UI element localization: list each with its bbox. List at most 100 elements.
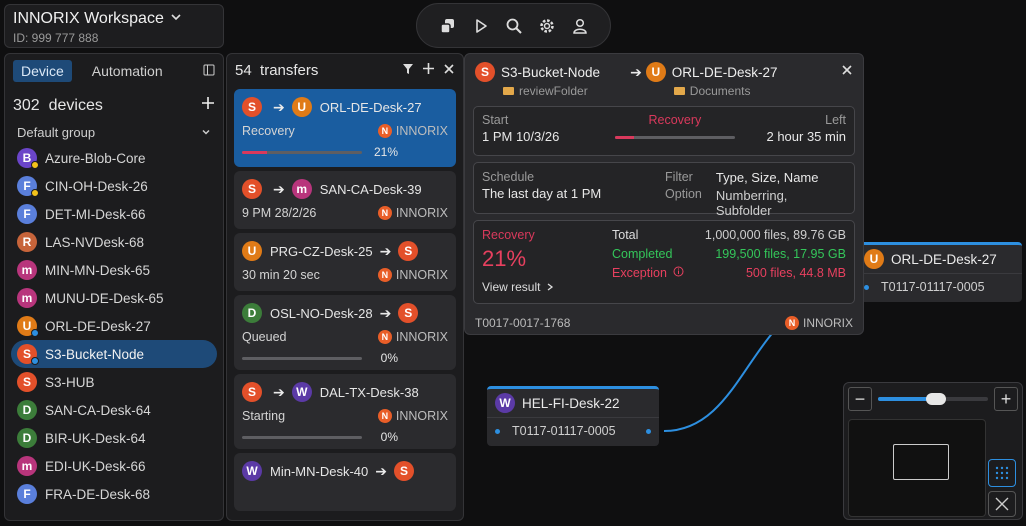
device-avatar-initial: F <box>23 207 31 221</box>
brand-tag: N INNORIX <box>377 409 448 423</box>
device-item[interactable]: F CIN-OH-Desk-26 <box>11 172 217 200</box>
device-item[interactable]: D BIR-UK-Desk-64 <box>11 424 217 452</box>
zoom-slider[interactable] <box>878 393 988 405</box>
arrow-right-icon: ➔ <box>273 98 285 115</box>
innorix-logo-icon: N <box>784 316 799 330</box>
to-name: SAN-CA-Desk-39 <box>319 181 422 197</box>
transfer-id: T0017-0017-1768 <box>475 316 571 330</box>
to-name: DAL-TX-Desk-38 <box>319 384 419 400</box>
minimap-view[interactable] <box>848 419 986 517</box>
progress-text: 0% <box>380 351 398 365</box>
node-name: ORL-DE-Desk-27 <box>891 251 997 267</box>
device-name: ORL-DE-Desk-27 <box>45 318 151 334</box>
device-avatar: m <box>17 456 37 476</box>
chevron-down-icon[interactable] <box>170 10 182 28</box>
canvas-node-orl-de-desk-27[interactable]: U ORL-DE-Desk-27 T0117-01117-0005 <box>856 242 1022 302</box>
chevron-down-icon <box>201 125 211 140</box>
transfer-status: 9 PM 28/2/26 <box>242 206 317 220</box>
device-item[interactable]: D SAN-CA-Desk-64 <box>11 396 217 424</box>
search-icon[interactable] <box>502 14 526 38</box>
device-item[interactable]: m EDI-UK-Desk-66 <box>11 452 217 480</box>
transfer-status: Starting <box>242 409 286 423</box>
info-icon[interactable] <box>673 266 684 280</box>
add-transfer-button[interactable] <box>422 62 435 79</box>
from-avatar: S <box>242 97 262 117</box>
from-name: OSL-NO-Desk-28 <box>270 305 373 321</box>
minimap-viewport[interactable] <box>893 444 949 480</box>
layers-icon[interactable] <box>436 14 460 38</box>
canvas-node-hel-fi-desk-22[interactable]: W HEL-FI-Desk-22 T0117-01117-0005 <box>487 386 659 446</box>
device-item[interactable]: m MUNU-DE-Desk-65 <box>11 284 217 312</box>
total-value: 1,000,000 files, 89.76 GB <box>704 228 846 242</box>
transfer-card[interactable]: D OSL-NO-Desk-28 ➔ S Queued N INNORIX 0% <box>234 295 456 370</box>
to-avatar: W <box>291 382 312 402</box>
zoom-out-button[interactable]: − <box>848 387 872 411</box>
device-list: B Azure-Blob-Core F CIN-OH-Desk-26 F DET-MI-D… <box>5 144 223 508</box>
to-avatar: S <box>398 303 419 323</box>
transfer-card[interactable]: U PRG-CZ-Desk-25 ➔ S 30 min 20 sec N INNOR… <box>234 233 456 291</box>
status-dot <box>31 357 39 365</box>
result-box: Recovery 21% View result Total 1,000,000… <box>473 220 855 304</box>
exception-value: 500 files, 44.8 MB <box>745 266 846 280</box>
transfer-card[interactable]: S ➔ U ORL-DE-Desk-27 Recovery N INNORIX 21… <box>234 89 456 167</box>
tab-device[interactable]: Device <box>13 60 72 82</box>
arrow-right-icon: ➔ <box>630 64 642 80</box>
device-item[interactable]: F DET-MI-Desk-66 <box>11 200 217 228</box>
output-port[interactable] <box>646 428 651 434</box>
user-icon[interactable] <box>568 14 592 38</box>
timing-box: Start 1 PM 10/3/26 Recovery Left 2 hour … <box>473 106 855 156</box>
filter-icon[interactable] <box>402 62 414 79</box>
arrow-right-icon: ➔ <box>273 180 285 197</box>
target-folder: Documents <box>689 84 751 98</box>
input-port[interactable] <box>864 284 869 290</box>
minimap: − + <box>843 382 1023 520</box>
port-id: T0117-01117-0005 <box>512 424 616 438</box>
fit-view-icon[interactable] <box>988 491 1016 517</box>
transfer-card[interactable]: W Min-MN-Desk-40 ➔ S <box>234 453 456 511</box>
device-item[interactable]: R LAS-NVDesk-68 <box>11 228 217 256</box>
add-device-button[interactable] <box>201 96 215 115</box>
from-avatar: W <box>242 461 262 481</box>
transfers-panel: 54 transfers S ➔ U ORL-DE-Desk-27 Recover… <box>226 53 464 521</box>
zoom-in-button[interactable]: + <box>994 387 1018 411</box>
device-item[interactable]: S S3-HUB <box>11 368 217 396</box>
transfers-count-label: transfers <box>260 62 319 79</box>
workspace-id: ID: 999 777 888 <box>13 31 99 45</box>
device-avatar-initial: m <box>21 459 33 473</box>
workspace-selector[interactable]: INNORIX Workspace ID: 999 777 888 <box>4 4 224 48</box>
device-sidebar: Device Automation 302 devices Default gr… <box>4 53 224 521</box>
device-item[interactable]: S S3-Bucket-Node <box>11 340 217 368</box>
left-label: Left <box>825 113 846 127</box>
zoom-slider-handle[interactable] <box>926 393 947 405</box>
group-selector[interactable]: Default group <box>5 115 223 144</box>
input-port[interactable] <box>495 428 500 434</box>
device-avatar: F <box>17 176 39 197</box>
device-item[interactable]: F FRA-DE-Desk-68 <box>11 480 217 508</box>
gear-icon[interactable] <box>535 14 559 38</box>
status-label: Recovery <box>648 113 702 127</box>
left-value: 2 hour 35 min <box>766 129 846 144</box>
device-item[interactable]: B Azure-Blob-Core <box>11 144 217 172</box>
device-name: MUNU-DE-Desk-65 <box>45 290 164 306</box>
tab-automation[interactable]: Automation <box>91 63 163 79</box>
view-result-link[interactable]: View result <box>482 280 612 294</box>
innorix-logo-icon: N <box>377 268 392 282</box>
transfer-card[interactable]: S ➔ m SAN-CA-Desk-39 9 PM 28/2/26 N INNORI… <box>234 171 456 229</box>
progress-text: 21% <box>373 145 398 159</box>
sidebar-panel-icon[interactable] <box>203 64 215 79</box>
close-icon[interactable] <box>443 62 455 79</box>
option-label: Option <box>665 187 702 201</box>
transfer-status: Queued <box>242 330 287 344</box>
to-avatar-initial: m <box>296 182 308 196</box>
close-icon[interactable] <box>841 64 853 79</box>
transfer-card[interactable]: S ➔ W DAL-TX-Desk-38 Starting N INNORIX 0% <box>234 374 456 449</box>
node-avatar: U <box>864 249 884 269</box>
brand-label: INNORIX <box>395 124 448 138</box>
device-name: MIN-MN-Desk-65 <box>45 262 151 278</box>
grid-icon[interactable] <box>988 459 1016 487</box>
device-item[interactable]: m MIN-MN-Desk-65 <box>11 256 217 284</box>
completed-value: 199,500 files, 17.95 GB <box>715 247 846 261</box>
play-icon[interactable] <box>469 14 493 38</box>
device-item[interactable]: U ORL-DE-Desk-27 <box>11 312 217 340</box>
completed-label: Completed <box>612 247 673 261</box>
